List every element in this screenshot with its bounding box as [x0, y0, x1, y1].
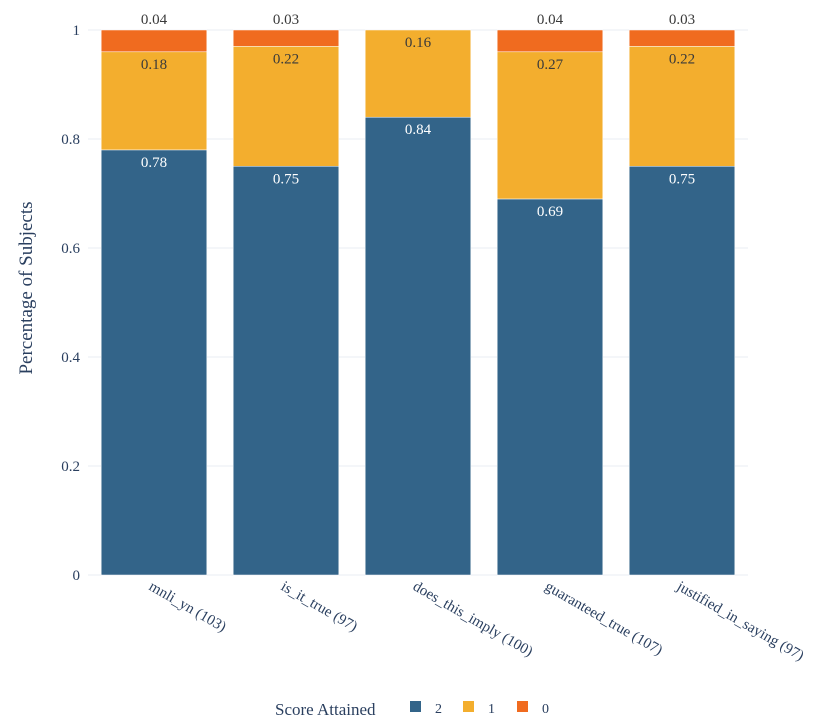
- bar-segment: [628, 166, 736, 576]
- y-tick-label: 0.6: [61, 241, 80, 257]
- data-label: 0.03: [669, 12, 695, 28]
- legend-label: 2: [435, 702, 442, 717]
- y-tick-label: 0.2: [61, 459, 80, 475]
- legend-swatch: [463, 701, 474, 712]
- x-tick-label: mnli_yn (103): [146, 579, 229, 636]
- bar-segment: [232, 166, 340, 576]
- y-tick-label: 1: [73, 23, 81, 39]
- y-tick-label: 0: [73, 568, 81, 584]
- data-label: 0.75: [273, 171, 299, 187]
- data-label: 0.18: [141, 57, 167, 73]
- x-tick-label: justified_in_saying (97): [673, 578, 806, 664]
- bar-segment: [364, 116, 472, 576]
- y-tick-label: 0.4: [61, 350, 80, 366]
- data-label: 0.75: [669, 171, 695, 187]
- bar-segment: [496, 29, 604, 53]
- data-label: 0.69: [537, 204, 563, 220]
- legend-swatch: [410, 701, 421, 712]
- y-tick-label: 0.8: [61, 132, 80, 148]
- x-tick-label: guaranteed_true (107): [542, 579, 665, 659]
- legend-swatch: [517, 701, 528, 712]
- y-axis-title: Percentage of Subjects: [16, 201, 37, 374]
- bar-segment: [100, 51, 208, 151]
- x-tick-label: is_it_true (97): [278, 579, 360, 636]
- data-label: 0.22: [669, 51, 695, 67]
- data-label: 0.78: [141, 155, 167, 171]
- legend-label: 1: [488, 702, 495, 717]
- bar-segment: [628, 29, 736, 47]
- bar-segment: [232, 29, 340, 47]
- legend-label: 0: [542, 702, 549, 717]
- bar-segment: [496, 51, 604, 200]
- bar-segment: [496, 198, 604, 576]
- data-label: 0.04: [537, 12, 564, 28]
- bar-segment: [100, 149, 208, 576]
- data-label: 0.03: [273, 12, 299, 28]
- data-label: 0.16: [405, 35, 432, 51]
- bar-segment: [100, 29, 208, 53]
- bar-segment: [232, 46, 340, 167]
- y-tick-labels: 0 0.2 0.4 0.6 0.8 1: [61, 23, 80, 584]
- legend-title: Score Attained: [275, 700, 376, 719]
- x-tick-label: does_this_imply (100): [410, 579, 535, 661]
- x-tick-labels: mnli_yn (103) is_it_true (97) does_this_im…: [146, 578, 806, 664]
- bars: 0.78 0.18 0.04 0.75 0.22 0.03 0.84 0.16 0.69 0.27…: [100, 12, 736, 576]
- legend: Score Attained 2 1 0: [275, 700, 549, 719]
- bar-segment: [364, 29, 472, 118]
- data-label: 0.22: [273, 51, 299, 67]
- data-label: 0.04: [141, 12, 168, 28]
- data-label: 0.27: [537, 57, 564, 73]
- data-label: 0.84: [405, 122, 432, 138]
